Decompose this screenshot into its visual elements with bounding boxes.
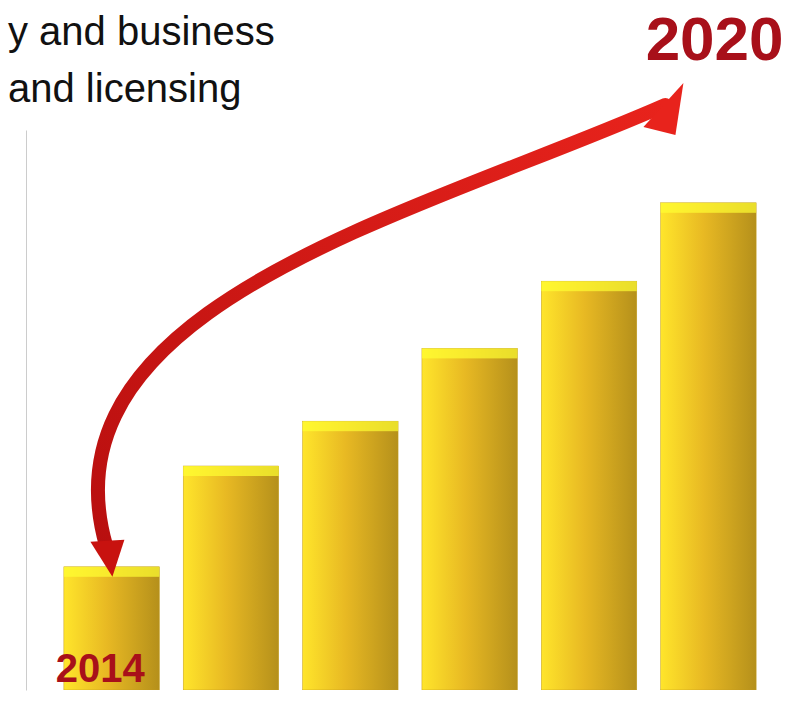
bar xyxy=(303,421,398,690)
bar-group xyxy=(183,466,278,690)
arrow-head xyxy=(643,83,683,135)
bar xyxy=(661,203,756,690)
arrow-tail xyxy=(90,540,124,577)
category-label: 2014 xyxy=(56,646,146,690)
arrow xyxy=(90,83,683,577)
bars xyxy=(64,203,756,690)
arrow-body xyxy=(98,105,666,547)
bar-highlight xyxy=(183,466,278,476)
bar-highlight xyxy=(541,281,636,291)
bar-highlight xyxy=(303,421,398,431)
bar-group xyxy=(422,348,517,690)
bar xyxy=(422,348,517,690)
bar-group xyxy=(541,281,636,690)
y-axis xyxy=(26,131,27,691)
category-label: 2020 xyxy=(646,4,784,73)
bar-group xyxy=(661,203,756,690)
bar xyxy=(541,281,636,690)
bar xyxy=(183,466,278,690)
annotation: and licensing xyxy=(8,66,242,110)
bar-highlight xyxy=(422,348,517,358)
annotation: y and business xyxy=(8,9,275,53)
bar-group xyxy=(303,421,398,690)
bar-highlight xyxy=(661,203,756,213)
chart: y and business and licensing 2014 2020 xyxy=(0,0,809,714)
y-axis-line xyxy=(26,131,27,691)
